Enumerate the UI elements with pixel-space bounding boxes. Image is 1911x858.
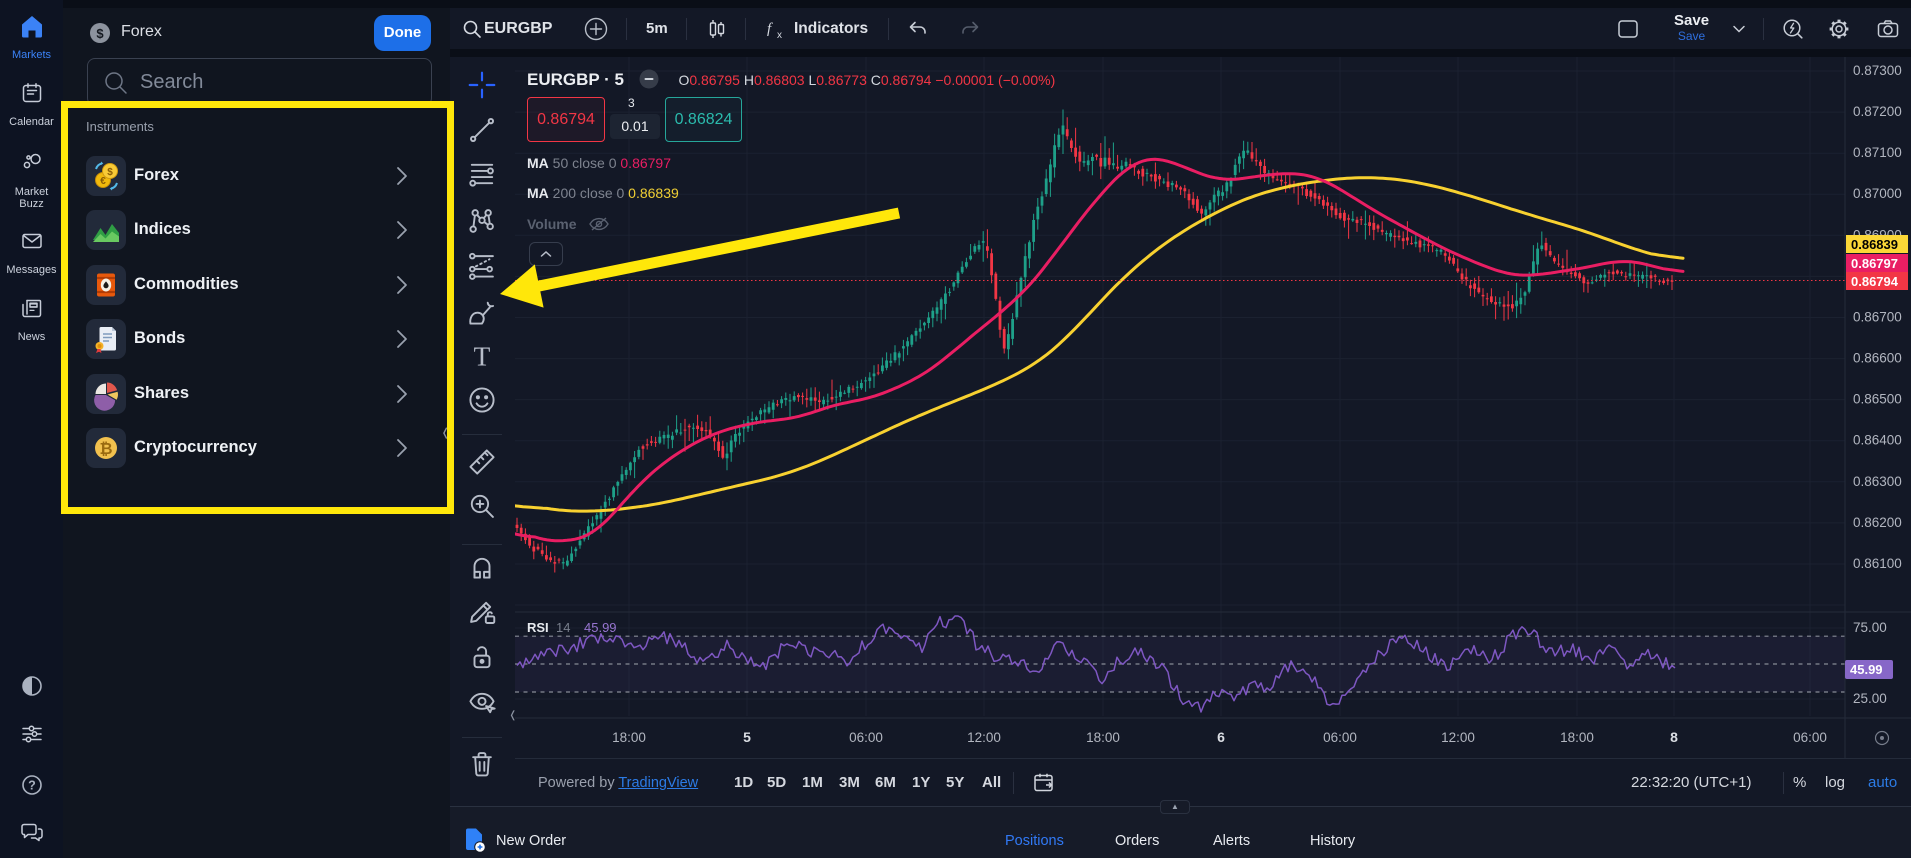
svg-text:₿: ₿ (99, 440, 112, 458)
svg-text:$: $ (107, 167, 113, 178)
svg-text:06:00: 06:00 (1323, 730, 1357, 745)
svg-text:0.87000: 0.87000 (1853, 186, 1902, 201)
svg-text:T: T (474, 342, 491, 371)
svg-text:06:00: 06:00 (1793, 730, 1827, 745)
svg-text:18:00: 18:00 (1086, 730, 1120, 745)
svg-text:0.86100: 0.86100 (1853, 556, 1902, 571)
svg-text:25.00: 25.00 (1853, 691, 1887, 706)
svg-text:0.86839: 0.86839 (1851, 237, 1898, 252)
svg-text:0.86400: 0.86400 (1853, 433, 1902, 448)
svg-text:8: 8 (1670, 729, 1678, 745)
svg-text:$: $ (96, 26, 104, 41)
svg-text:0.87100: 0.87100 (1853, 145, 1902, 160)
svg-text:0.86300: 0.86300 (1853, 474, 1902, 489)
svg-text:45.99: 45.99 (584, 620, 617, 635)
svg-text:?: ? (28, 779, 36, 793)
svg-text:0.87200: 0.87200 (1853, 104, 1902, 119)
svg-text:€: € (100, 176, 106, 187)
svg-text:0.86600: 0.86600 (1853, 351, 1902, 366)
svg-text:x: x (777, 30, 782, 41)
svg-text:6: 6 (1217, 729, 1225, 745)
svg-text:RSI: RSI (527, 620, 549, 635)
svg-text:0.86797: 0.86797 (1851, 256, 1898, 271)
svg-text:0.86700: 0.86700 (1853, 310, 1902, 325)
svg-text:18:00: 18:00 (612, 730, 646, 745)
svg-text:0.86500: 0.86500 (1853, 392, 1902, 407)
svg-text:75.00: 75.00 (1853, 620, 1887, 635)
svg-text:06:00: 06:00 (849, 730, 883, 745)
svg-text:14: 14 (556, 620, 570, 635)
svg-text:f: f (767, 21, 773, 37)
svg-text:5: 5 (743, 729, 751, 745)
svg-text:0.87300: 0.87300 (1853, 63, 1902, 78)
svg-text:18:00: 18:00 (1560, 730, 1594, 745)
svg-text:45.99: 45.99 (1850, 662, 1883, 677)
svg-text:0.86794: 0.86794 (1851, 274, 1899, 289)
svg-text:12:00: 12:00 (967, 730, 1001, 745)
svg-text:0.86200: 0.86200 (1853, 515, 1902, 530)
svg-text:12:00: 12:00 (1441, 730, 1475, 745)
